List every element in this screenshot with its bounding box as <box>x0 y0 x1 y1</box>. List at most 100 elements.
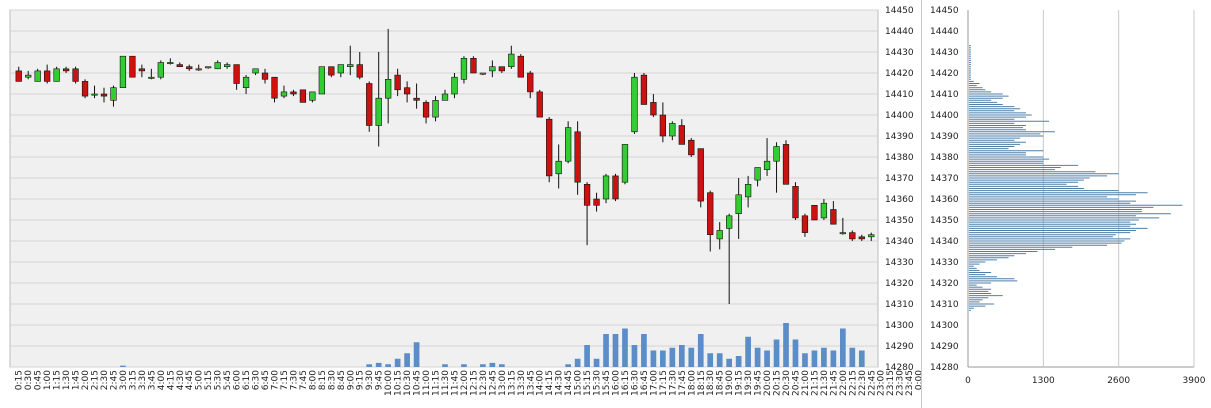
candle-body <box>735 194 742 215</box>
price-tick-label: 14450 <box>885 6 914 16</box>
time-tick-label: 14:15 <box>545 370 555 396</box>
candle <box>782 140 790 185</box>
time-tick-label: 2:00 <box>81 370 91 390</box>
volume-bar <box>394 358 401 367</box>
candle-body <box>744 184 752 198</box>
candle <box>157 60 164 80</box>
volume-profile-price-label: 14420 <box>930 69 959 79</box>
candle <box>678 119 685 145</box>
candle <box>659 102 667 143</box>
volume-profile-price-tick-labels: 14280 14290 14300 14310 14320 14330 14340 14350… <box>930 6 959 373</box>
candle-body <box>167 62 174 65</box>
candle <box>460 56 468 84</box>
time-tick-label: 22:15 <box>848 370 858 396</box>
candle <box>697 148 704 208</box>
candle <box>517 54 524 78</box>
candle-body <box>337 64 344 74</box>
volume-bar <box>669 347 676 367</box>
volume-bar <box>498 364 505 367</box>
volume-profile-chart: 14280 14290 14300 14310 14320 14330 14340 14350… <box>930 6 1206 386</box>
candle-body <box>782 144 790 185</box>
candle-body <box>583 184 591 206</box>
price-plot-area <box>9 9 879 368</box>
price-tick-label: 14290 <box>885 342 914 352</box>
candle-body <box>451 76 458 95</box>
candle-body <box>508 53 515 67</box>
time-tick-label: 0:15 <box>15 370 25 390</box>
candle <box>223 62 231 69</box>
candle <box>138 64 146 78</box>
candle-body <box>290 91 297 95</box>
candle <box>214 60 221 70</box>
volume-bar <box>802 353 808 367</box>
volume-profile-price-label: 14390 <box>930 132 959 142</box>
time-tick-label: 20:45 <box>791 370 801 396</box>
time-tick-label: 5:00 <box>195 370 205 390</box>
volume-profile-volume-tick-labels: 0 1300 2600 3900 <box>965 376 1206 386</box>
candle <box>422 100 430 124</box>
time-tick-label: 13:45 <box>526 370 536 396</box>
time-tick-label: 7:15 <box>280 370 290 390</box>
candle <box>574 121 581 195</box>
candle <box>34 68 41 82</box>
price-tick-label: 14420 <box>885 69 914 79</box>
volume-profile-price-label: 14380 <box>930 153 959 163</box>
candle <box>252 68 259 76</box>
candle <box>451 73 458 99</box>
candle-body <box>612 175 619 200</box>
time-tick-label: 13:15 <box>507 370 517 396</box>
candle <box>555 144 562 189</box>
candle-body <box>119 55 127 89</box>
time-tick-label: 20:30 <box>782 370 792 396</box>
candle-body <box>129 55 136 78</box>
time-tick-label: 23:30 <box>896 370 906 396</box>
volume-bar <box>480 364 486 367</box>
volume-bar <box>840 328 846 367</box>
time-tick-label: 9:15 <box>356 370 366 390</box>
candle <box>546 117 553 183</box>
volume-bar <box>745 336 751 367</box>
volume-profile-price-label: 14410 <box>930 90 959 100</box>
candle <box>394 68 401 97</box>
candle <box>479 72 487 76</box>
candle-body <box>565 127 572 162</box>
candle-body <box>242 76 250 88</box>
volume-bar <box>593 358 600 367</box>
volume-bar <box>612 334 619 367</box>
volume-bar <box>707 353 714 367</box>
time-tick-label: 4:00 <box>157 370 167 390</box>
candle-body <box>394 74 401 91</box>
candle <box>792 182 799 220</box>
time-tick-label: 15:00 <box>574 370 584 396</box>
time-tick-label: 3:15 <box>128 370 138 390</box>
candle-body <box>470 57 477 74</box>
candle-body <box>574 131 581 183</box>
volume-bar <box>688 347 695 367</box>
candle <box>868 232 875 241</box>
time-tick-label: 12:15 <box>469 370 479 396</box>
candle <box>110 85 117 107</box>
time-tick-label: 6:30 <box>252 370 262 390</box>
candle-body <box>110 87 117 101</box>
candle-body <box>697 148 704 202</box>
volume-profile-price-label: 14360 <box>930 195 959 205</box>
time-tick-label: 12:00 <box>460 370 470 396</box>
candle-body <box>176 64 183 67</box>
volume-bar <box>404 353 410 367</box>
price-tick-label: 14390 <box>885 132 914 142</box>
time-tick-label: 19:15 <box>735 370 745 396</box>
candle <box>385 28 392 124</box>
time-tick-label: 10:45 <box>413 370 423 396</box>
candle-body <box>640 74 648 105</box>
candle <box>470 56 477 74</box>
candle <box>583 182 591 246</box>
time-tick-label: 8:45 <box>337 370 347 390</box>
candle-body <box>15 70 22 82</box>
candle-body <box>34 70 41 82</box>
candle-body <box>688 139 695 156</box>
candle <box>53 66 60 82</box>
candles <box>15 28 875 304</box>
volume-bar <box>461 364 467 367</box>
time-tick-label: 16:00 <box>612 370 622 396</box>
candle-body <box>299 89 307 103</box>
